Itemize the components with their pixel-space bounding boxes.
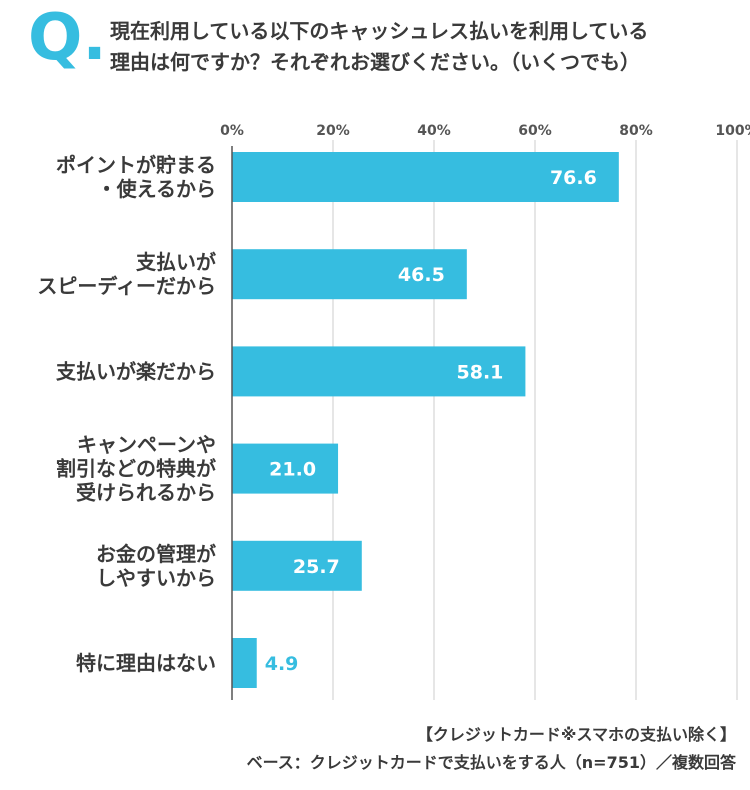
bars: 76.6 46.5 58.1 21.0 25.7 4.9: [232, 152, 619, 688]
category-label-line: お金の管理が: [96, 542, 216, 566]
grid-lines: [332, 140, 738, 700]
bar: [232, 152, 619, 202]
question-mark: Q.: [28, 1, 107, 75]
category-label-line: 割引などの特典が: [56, 457, 216, 481]
category-label: お金の管理がしやすいから: [96, 542, 216, 590]
x-tick-label: 0%: [220, 123, 244, 139]
footer-note: 【クレジットカード※スマホの支払い除く】: [416, 725, 736, 744]
category-label: キャンペーンや割引などの特典が受けられるから: [56, 433, 216, 505]
bar: [232, 249, 467, 300]
category-label: ポイントが貯まる・使えるから: [56, 153, 216, 201]
bar-value-label: 46.5: [398, 264, 445, 286]
bar: [232, 638, 257, 688]
bar-value-label: 25.7: [293, 556, 340, 578]
bar-value-label: 58.1: [457, 361, 504, 383]
category-label-line: 受けられるから: [76, 481, 216, 505]
x-tick-label: 100%: [715, 123, 750, 139]
category-label-line: ポイントが貯まる: [56, 153, 216, 177]
x-tick-label: 60%: [518, 123, 552, 139]
bar-value-label: 21.0: [269, 459, 316, 481]
category-label-line: 支払いが: [136, 250, 216, 274]
x-tick-label: 40%: [417, 123, 451, 139]
question-line-1: 現在利用している以下のキャッシュレス払いを利用している: [110, 19, 649, 43]
footer-base: ベース：クレジットカードで支払いをする人（n=751）／複数回答: [246, 753, 736, 772]
x-tick-labels: 0% 20% 40% 60% 80% 100%: [220, 123, 750, 139]
question-line-2: 理由は何ですか？それぞれお選びください。（いくつでも）: [110, 50, 640, 74]
category-label: 特に理由はない: [76, 651, 216, 675]
category-label-line: しやすいから: [96, 566, 216, 590]
bar-value-label: 4.9: [265, 653, 299, 675]
category-labels: ポイントが貯まる・使えるから支払いがスピーディーだから支払いが楽だからキャンペー…: [37, 153, 216, 675]
bar-value-label: 76.6: [550, 167, 597, 189]
category-label-line: ・使えるから: [97, 177, 216, 201]
bar: [232, 346, 526, 397]
x-tick-label: 20%: [316, 123, 350, 139]
category-label-line: 特に理由はない: [76, 651, 216, 675]
category-label-line: キャンペーンや: [77, 433, 216, 457]
x-tick-label: 80%: [619, 123, 653, 139]
category-label-line: 支払いが楽だから: [56, 359, 216, 383]
bar: [232, 540, 362, 591]
category-label: 支払いが楽だから: [56, 359, 216, 383]
question-title: 現在利用している以下のキャッシュレス払いを利用している 理由は何ですか？それぞれ…: [110, 16, 740, 78]
category-label: 支払いがスピーディーだから: [37, 250, 216, 298]
category-label-line: スピーディーだから: [37, 274, 216, 298]
bar: [232, 443, 339, 494]
